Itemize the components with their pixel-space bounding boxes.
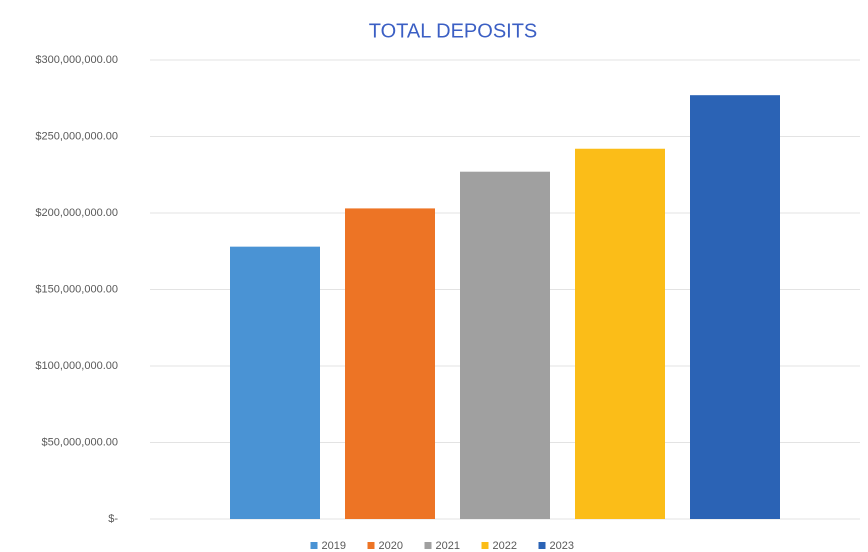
bar: [230, 246, 320, 519]
bar: [690, 95, 780, 519]
bar: [575, 148, 665, 520]
legend-label: 2021: [436, 540, 460, 552]
legend-label: 2023: [550, 540, 574, 552]
bar: [345, 208, 435, 519]
legend-label: 2022: [493, 540, 517, 552]
y-tick-label: $100,000,000.00: [35, 360, 118, 372]
legend-swatch: [538, 542, 546, 549]
legend-label: 2020: [379, 540, 403, 552]
bar: [460, 171, 550, 519]
legend-swatch: [424, 542, 432, 549]
y-tick-label: $200,000,000.00: [35, 207, 118, 219]
legend-swatch: [481, 542, 489, 549]
legend-label: 2019: [322, 540, 346, 552]
y-tick-label: $300,000,000.00: [35, 54, 118, 66]
y-tick-label: $-: [108, 513, 118, 525]
y-tick-label: $250,000,000.00: [35, 130, 118, 142]
y-tick-label: $50,000,000.00: [42, 436, 118, 448]
legend-swatch: [310, 542, 318, 549]
chart-title: TOTAL DEPOSITS: [369, 20, 538, 42]
y-tick-label: $150,000,000.00: [35, 283, 118, 295]
legend-swatch: [367, 542, 375, 549]
